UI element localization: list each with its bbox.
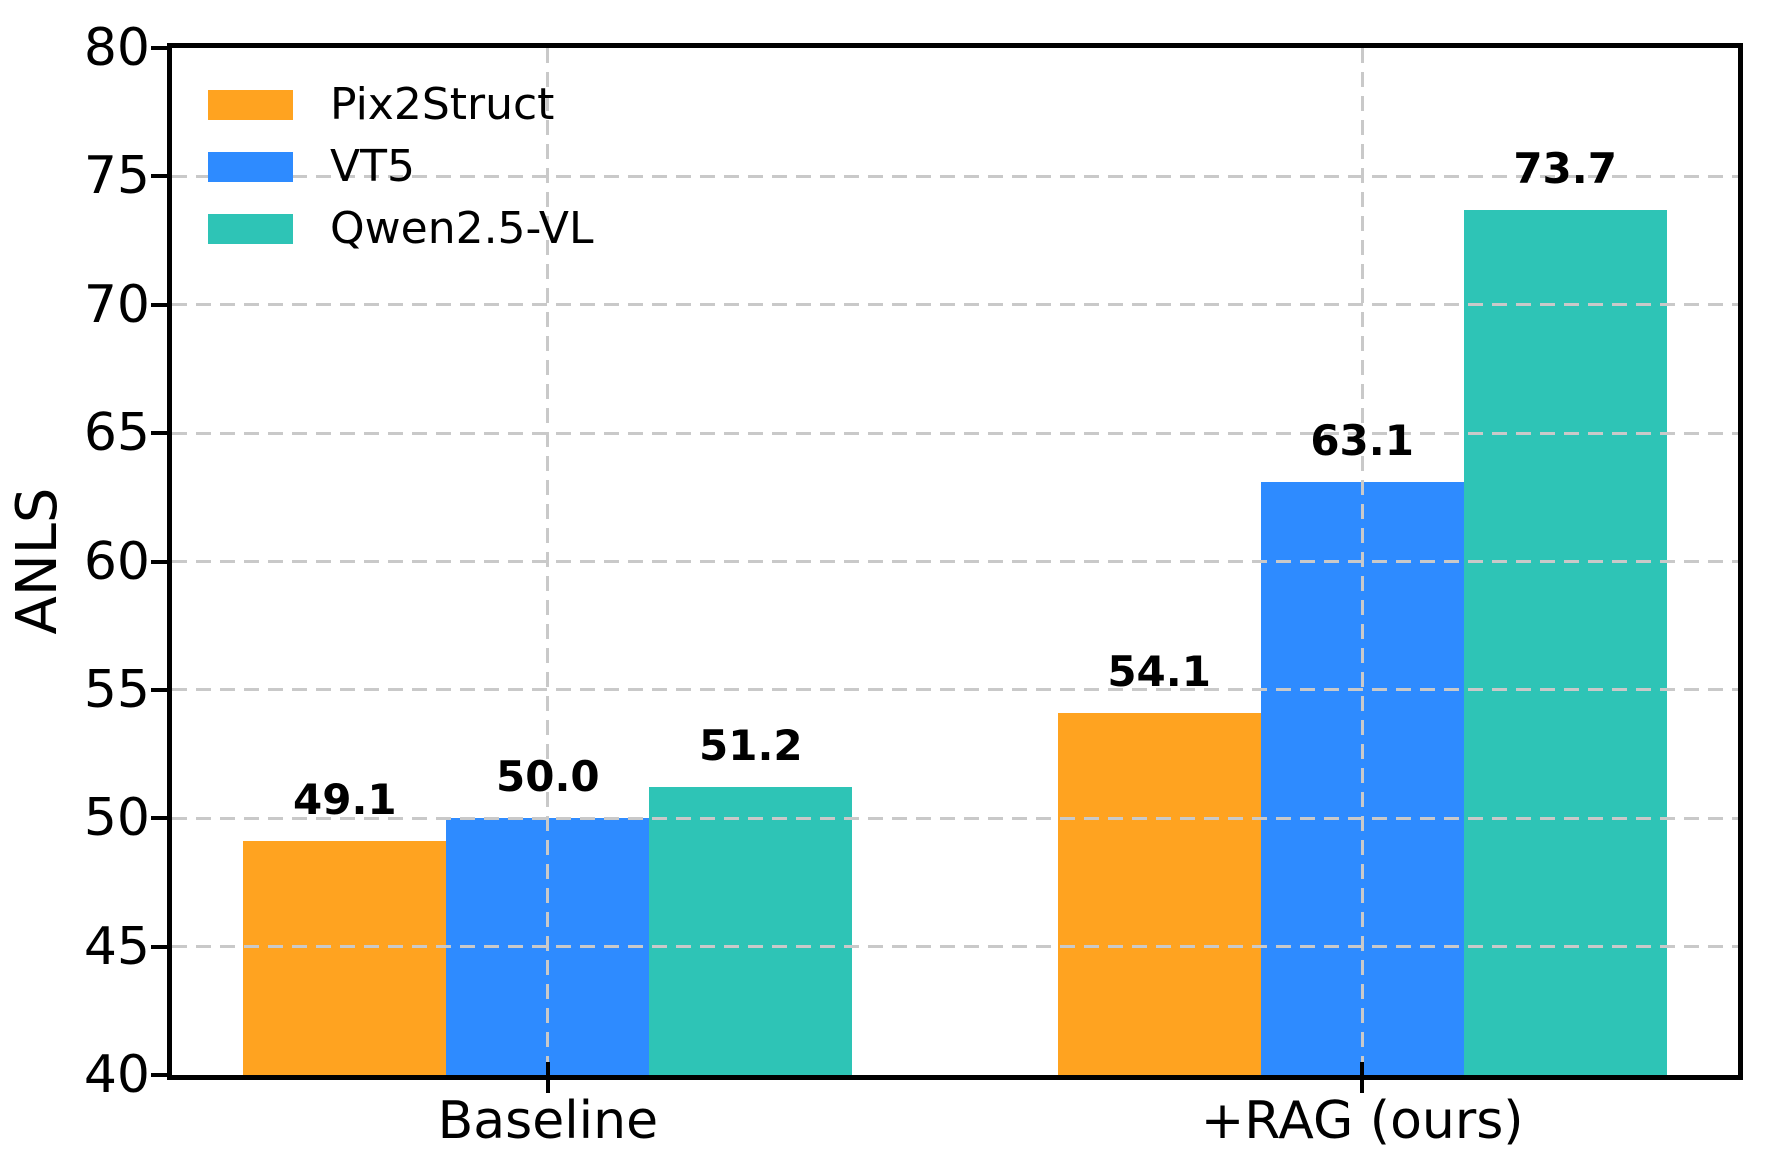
y-tick-mark-45 — [151, 944, 167, 949]
y-tick-label-55: 55 — [83, 659, 150, 720]
y-tick-mark-40 — [151, 1073, 167, 1077]
y-tick-mark-50 — [151, 816, 167, 821]
legend-item-Qwen2.5-VL: Qwen2.5-VL — [208, 198, 593, 260]
value-label-VT5-Baseline: 50.0 — [496, 752, 600, 802]
legend-swatch-Qwen2.5-VL — [208, 214, 293, 244]
gridline-y-55 — [172, 688, 1738, 692]
bar-Pix2Struct-+RAG (ours) — [1057, 712, 1261, 1075]
y-tick-label-75: 75 — [83, 146, 150, 207]
legend-label-VT5: VT5 — [330, 141, 415, 192]
y-tick-mark-65 — [151, 431, 167, 436]
gridline-x-0 — [546, 48, 550, 1075]
gridline-y-60 — [172, 560, 1738, 563]
gridline-y-75 — [172, 174, 1738, 178]
bar-Qwen2.5-VL-Baseline — [649, 787, 853, 1075]
y-tick-label-50: 50 — [83, 788, 150, 849]
y-tick-label-40: 40 — [83, 1045, 150, 1105]
gridline-y-50 — [172, 816, 1738, 820]
value-label-Qwen2.5-VL-+RAG (ours): 73.7 — [1513, 143, 1617, 193]
legend-label-Pix2Struct: Pix2Struct — [330, 79, 555, 130]
y-tick-mark-70 — [151, 302, 167, 307]
y-tick-label-70: 70 — [83, 274, 150, 335]
value-label-VT5-+RAG (ours): 63.1 — [1310, 415, 1414, 465]
legend-item-Pix2Struct: Pix2Struct — [208, 74, 593, 136]
y-tick-mark-75 — [151, 174, 167, 179]
legend-swatch-VT5 — [208, 152, 293, 182]
x-tick-label-1: +RAG (ours) — [1200, 1091, 1524, 1151]
legend-item-VT5: VT5 — [208, 136, 593, 198]
legend-swatch-Pix2Struct — [208, 90, 293, 120]
legend: Pix2Struct VT5 Qwen2.5-VL — [208, 74, 593, 260]
legend-label-Qwen2.5-VL: Qwen2.5-VL — [330, 203, 594, 254]
value-label-Pix2Struct-+RAG (ours): 54.1 — [1107, 646, 1211, 696]
y-tick-label-80: 80 — [83, 18, 150, 78]
x-tick-label-0: Baseline — [437, 1091, 659, 1151]
x-tick-mark-0 — [545, 1062, 550, 1093]
gridline-y-45 — [172, 945, 1738, 949]
bar-Pix2Struct-Baseline — [243, 841, 447, 1075]
gridline-x-1 — [1360, 48, 1364, 1075]
gridline-y-70 — [172, 303, 1738, 307]
x-tick-mark-1 — [1360, 1062, 1365, 1093]
plot-area: 49.1 54.1 50.0 63.1 51.2 73.7 Pix2Struct VT5 Qw… — [167, 43, 1743, 1080]
y-tick-label-65: 65 — [83, 403, 150, 464]
bar-Qwen2.5-VL-+RAG (ours) — [1463, 209, 1667, 1075]
y-tick-mark-60 — [151, 559, 167, 564]
y-tick-label-60: 60 — [83, 531, 150, 592]
gridline-y-65 — [172, 431, 1738, 435]
y-tick-label-45: 45 — [83, 916, 150, 977]
y-tick-mark-55 — [151, 687, 167, 692]
y-tick-mark-80 — [151, 46, 167, 50]
value-label-Qwen2.5-VL-Baseline: 51.2 — [699, 721, 803, 771]
value-label-Pix2Struct-Baseline: 49.1 — [293, 775, 397, 825]
